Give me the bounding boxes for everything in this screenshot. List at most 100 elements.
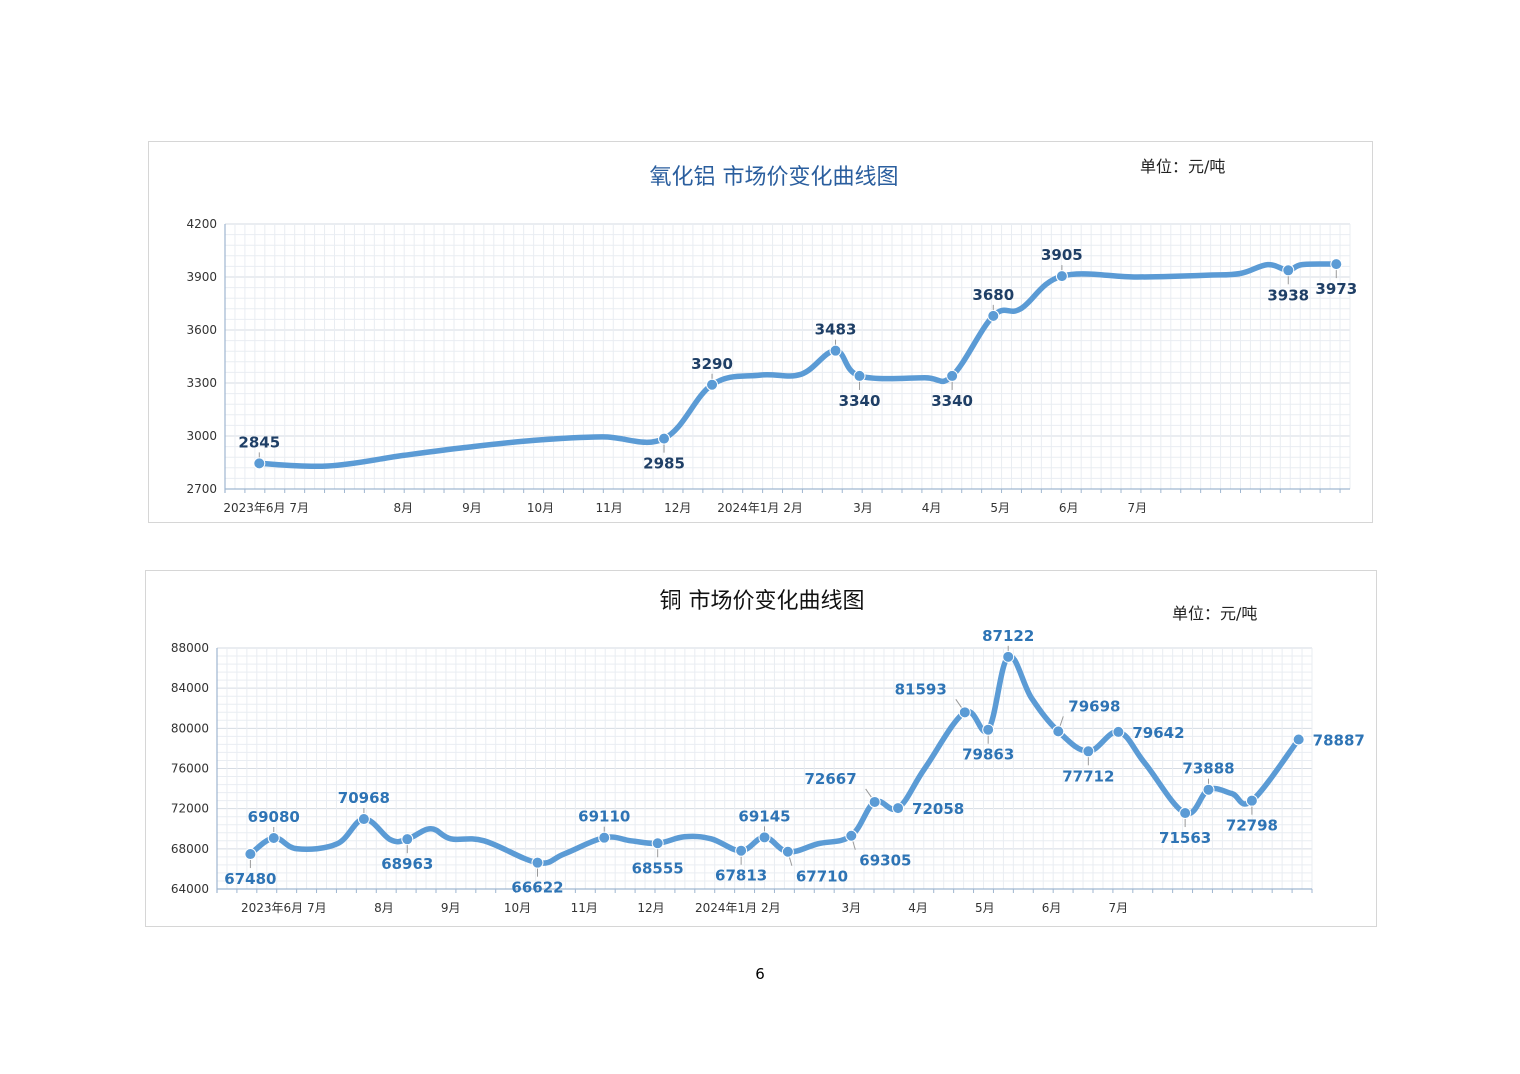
- alumina-chart-svg: 氧化铝 市场价变化曲线图 单位：元/吨 4200 3900 3600 3300 3000 27…: [186, 157, 1357, 515]
- copper-data-label: 69080: [248, 808, 300, 826]
- copper-y-tick-label: 88000: [171, 641, 209, 655]
- copper-data-label: 81593: [895, 680, 947, 698]
- copper-x-tick-label: 5月: [975, 901, 995, 915]
- copper-data-point: [868, 795, 881, 808]
- copper-price-chart: 铜 市场价变化曲线图 单位：元/吨 88000 84000 80000 76000 7200…: [145, 570, 1377, 927]
- copper-y-tick-label: 84000: [171, 681, 209, 695]
- copper-data-label: 68963: [381, 855, 433, 873]
- copper-data-point: [982, 723, 995, 736]
- copper-data-label: 72058: [912, 800, 964, 818]
- copper-data-label: 73888: [1182, 760, 1234, 778]
- alumina-data-point: [829, 344, 842, 357]
- copper-data-point: [1245, 794, 1258, 807]
- copper-data-point: [598, 831, 611, 844]
- copper-data-point: [781, 845, 794, 858]
- copper-data-label: 67480: [224, 870, 276, 888]
- alumina-data-point: [706, 378, 719, 391]
- copper-data-label: 71563: [1159, 829, 1211, 847]
- copper-data-point: [892, 802, 905, 815]
- alumina-data-point: [1055, 270, 1068, 283]
- alumina-data-label: 3938: [1267, 286, 1309, 304]
- alumina-series-line: [256, 261, 1340, 470]
- copper-data-label: 72798: [1226, 817, 1278, 835]
- alumina-x-tick-label: 6月: [1059, 501, 1079, 515]
- copper-data-point: [357, 813, 370, 826]
- copper-x-tick-label: 8月: [374, 901, 394, 915]
- alumina-data-label: 3340: [839, 392, 881, 410]
- copper-data-label: 69305: [859, 852, 911, 870]
- copper-chart-svg: 铜 市场价变化曲线图 单位：元/吨 88000 84000 80000 76000 7200…: [171, 589, 1365, 915]
- copper-grid: [216, 647, 1313, 890]
- copper-data-label: 79642: [1132, 724, 1184, 742]
- copper-data-point: [1082, 745, 1095, 758]
- alumina-data-point: [253, 457, 266, 470]
- alumina-data-label: 3290: [691, 355, 733, 373]
- alumina-data-point: [1282, 264, 1295, 277]
- copper-x-tick-label: 9月: [441, 901, 461, 915]
- copper-data-label: 68555: [632, 859, 684, 877]
- alumina-y-tick-label: 2700: [186, 482, 217, 496]
- alumina-x-tick-label: 2024年1月 2月: [717, 501, 803, 515]
- alumina-data-point: [853, 369, 866, 382]
- alumina-x-tick-label: 4月: [922, 501, 942, 515]
- alumina-data-label: 3680: [972, 286, 1014, 304]
- copper-data-point: [401, 833, 414, 846]
- copper-x-tick-label: 12月: [637, 901, 664, 915]
- copper-x-tick-label: 7月: [1109, 901, 1129, 915]
- copper-data-point: [1292, 733, 1305, 746]
- copper-x-tick-label: 6月: [1042, 901, 1062, 915]
- copper-x-tick-label: 3月: [841, 901, 861, 915]
- alumina-x-tick-label: 9月: [462, 501, 482, 515]
- copper-x-tick-label: 2023年6月 7月: [241, 901, 327, 915]
- copper-data-point: [845, 829, 858, 842]
- copper-y-tick-label: 80000: [171, 721, 209, 735]
- alumina-y-tick-label: 3300: [186, 376, 217, 390]
- copper-data-point: [244, 848, 257, 861]
- alumina-price-chart: 氧化铝 市场价变化曲线图 单位：元/吨 4200 3900 3600 3300 3000 27…: [148, 141, 1373, 523]
- alumina-data-point: [946, 369, 959, 382]
- copper-data-point: [1002, 650, 1015, 663]
- alumina-x-tick-label: 2023年6月 7月: [223, 501, 309, 515]
- copper-data-point: [1112, 725, 1125, 738]
- alumina-unit-label: 单位：元/吨: [1140, 157, 1225, 176]
- alumina-data-point: [987, 309, 1000, 322]
- alumina-data-label: 3483: [815, 321, 857, 339]
- copper-x-tick-label: 4月: [908, 901, 928, 915]
- alumina-data-point: [658, 432, 671, 445]
- copper-x-tick-label: 10月: [504, 901, 531, 915]
- copper-y-tick-label: 76000: [171, 762, 209, 776]
- alumina-y-tick-label: 3000: [186, 429, 217, 443]
- alumina-y-tick-label: 4200: [186, 217, 217, 231]
- copper-data-label: 79698: [1068, 697, 1120, 715]
- copper-data-label: 69145: [738, 807, 790, 825]
- copper-data-label: 69110: [578, 808, 630, 826]
- copper-data-label: 78887: [1313, 732, 1365, 750]
- copper-x-tick-label: 11月: [571, 901, 598, 915]
- alumina-y-tick-label: 3600: [186, 323, 217, 337]
- copper-data-label: 66622: [511, 879, 563, 897]
- copper-data-label: 87122: [982, 627, 1034, 645]
- alumina-grid: [224, 223, 1351, 490]
- copper-data-point: [735, 844, 748, 857]
- alumina-x-tick-label: 3月: [853, 501, 873, 515]
- copper-data-point: [531, 856, 544, 869]
- copper-data-label: 79863: [962, 746, 1014, 764]
- copper-y-tick-label: 72000: [171, 802, 209, 816]
- copper-data-point: [1202, 783, 1215, 796]
- copper-data-label: 70968: [338, 789, 390, 807]
- alumina-x-tick-label: 5月: [990, 501, 1010, 515]
- alumina-data-point: [1330, 258, 1343, 271]
- copper-data-point: [267, 831, 280, 844]
- copper-x-tick-label: 2024年1月 2月: [695, 901, 781, 915]
- copper-data-label: 67813: [715, 867, 767, 885]
- copper-data-label: 67710: [796, 868, 848, 886]
- copper-unit-label: 单位：元/吨: [1172, 604, 1257, 623]
- alumina-data-label: 3340: [931, 392, 973, 410]
- alumina-x-tick-label: 12月: [664, 501, 691, 515]
- alumina-chart-title: 氧化铝 市场价变化曲线图: [650, 165, 899, 190]
- alumina-x-tick-label: 10月: [527, 501, 554, 515]
- alumina-y-tick-label: 3900: [186, 270, 217, 284]
- copper-data-point: [1052, 725, 1065, 738]
- alumina-data-label: 2845: [238, 433, 280, 451]
- copper-data-label: 72667: [804, 770, 856, 788]
